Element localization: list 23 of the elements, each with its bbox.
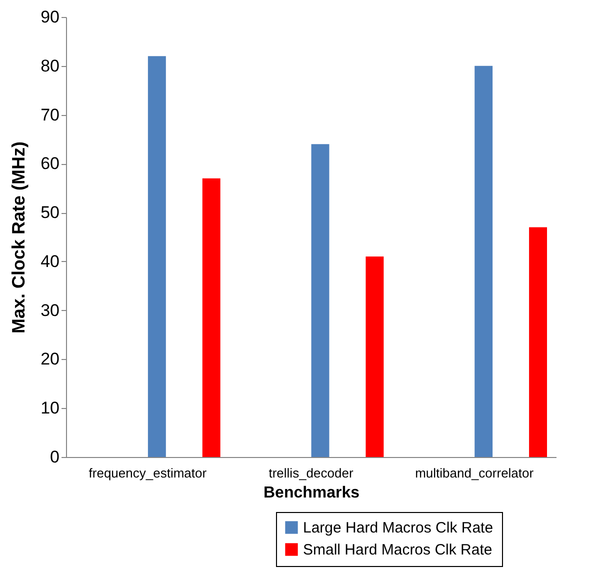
legend-label: Large Hard Macros Clk Rate (303, 520, 494, 536)
y-tick-label: 70 (40, 105, 60, 124)
y-tick-label: 60 (40, 154, 60, 174)
bar (311, 144, 330, 457)
bar (148, 56, 166, 457)
y-axis-title: Max. Clock Rate (MHz) (8, 141, 29, 334)
x-tick-label: frequency_estimator (88, 466, 208, 480)
y-tick-label: 90 (40, 8, 60, 26)
y-tick-label: 50 (40, 203, 60, 222)
bar (202, 178, 220, 457)
x-axis-title: Benchmarks (263, 484, 360, 502)
y-tick-label: 10 (40, 398, 60, 418)
y-tick-label: 40 (40, 252, 60, 271)
y-tick-label: 0 (50, 448, 60, 466)
y-tick-label: 80 (40, 56, 60, 76)
x-tick-label: trellis_decoder (268, 466, 354, 480)
bar (474, 66, 493, 457)
bar (366, 256, 384, 457)
x-tick-label: multiband_correlator (415, 466, 534, 480)
y-tick-label: 20 (40, 350, 60, 369)
bar (529, 227, 548, 457)
legend-label: Small Hard Macros Clk Rate (303, 542, 492, 558)
y-tick-label: 30 (40, 300, 60, 320)
